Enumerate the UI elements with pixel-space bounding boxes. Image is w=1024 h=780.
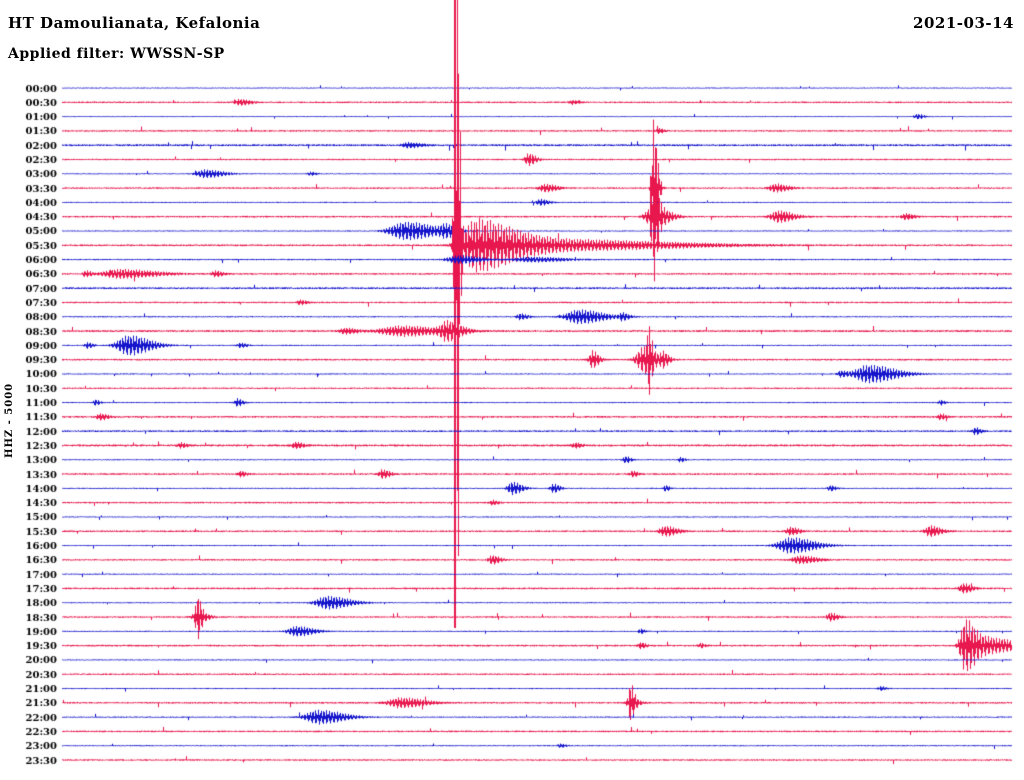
station-title: HT Damoulianata, Kefalonia: [8, 14, 261, 32]
date-label: 2021-03-14: [913, 14, 1014, 32]
filter-label: Applied filter: WWSSN-SP: [8, 46, 225, 62]
y-axis-label: HHZ - 5000: [4, 382, 15, 458]
